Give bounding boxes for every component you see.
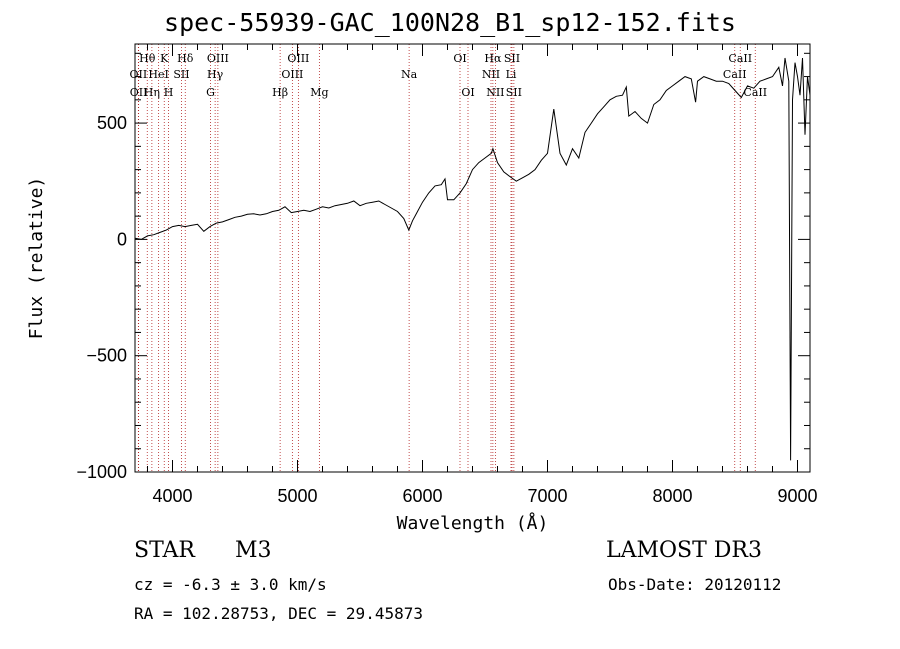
line-label-10: Hγ — [207, 68, 224, 81]
line-label-23: SII — [504, 52, 520, 65]
x-axis: 4000 5000 6000 7000 8000 9000 — [147, 44, 818, 506]
line-label-17: OI — [453, 52, 466, 65]
line-label-12: Hβ — [272, 86, 288, 99]
plot-frame — [134, 43, 811, 473]
object-class: STAR M3 — [134, 538, 272, 563]
line-label-5: K — [160, 52, 169, 65]
line-label-9: G — [206, 86, 215, 99]
line-label-16: Na — [401, 68, 418, 81]
line-label-4: HeI — [148, 68, 168, 81]
line-label-8: Hδ — [177, 52, 194, 65]
line-label-6: H — [164, 86, 174, 99]
line-label-2: OII — [130, 86, 148, 99]
obs-date: Obs-Date: 20120112 — [608, 575, 782, 594]
line-label-15: Mg — [310, 86, 328, 99]
line-label-24: SII — [506, 86, 522, 99]
object-class-label: STAR — [134, 538, 195, 563]
line-label-3: Hη — [144, 86, 160, 99]
line-labels: HθOIIOIIHηHeIKHSIIHδGHγOIIIHβOIIIOIIIMgN… — [130, 52, 768, 99]
x-tick-label-3: 7000 — [527, 486, 567, 506]
line-label-14: OIII — [287, 52, 309, 65]
line-label-13: OIII — [281, 68, 303, 81]
spectrum-line — [134, 57, 811, 461]
x-tick-label-0: 4000 — [152, 486, 192, 506]
y-axis-label: Flux (relative) — [26, 177, 47, 340]
line-label-19: NII — [482, 68, 500, 81]
x-axis-label: Wavelength (Å) — [397, 512, 549, 534]
survey-name: LAMOST DR3 — [606, 538, 762, 563]
line-label-7: SII — [173, 68, 189, 81]
line-label-21: NII — [486, 86, 504, 99]
y-tick-label-2: 0 — [117, 229, 127, 249]
y-axis: −1000 −500 0 500 — [76, 52, 810, 482]
y-tick-label-1: −500 — [86, 346, 127, 366]
x-tick-label-2: 6000 — [402, 486, 442, 506]
object-subclass: M3 — [235, 538, 272, 563]
line-label-26: CaII — [728, 52, 752, 65]
redshift-cz: cz = -6.3 ± 3.0 km/s — [134, 575, 327, 594]
chart-title: spec-55939-GAC_100N28_B1_sp12-152.fits — [164, 8, 736, 37]
line-label-25: CaII — [723, 68, 747, 81]
y-tick-label-0: −1000 — [76, 462, 127, 482]
line-label-1: OII — [130, 68, 148, 81]
x-tick-label-5: 9000 — [777, 486, 817, 506]
x-tick-label-1: 5000 — [277, 486, 317, 506]
line-label-18: OI — [461, 86, 474, 99]
coordinates: RA = 102.28753, DEC = 29.45873 — [134, 604, 423, 623]
line-label-0: Hθ — [139, 52, 156, 65]
x-tick-label-4: 8000 — [652, 486, 692, 506]
line-label-22: Li — [506, 68, 517, 81]
line-label-20: Hα — [484, 52, 502, 65]
y-tick-label-3: 500 — [97, 113, 127, 133]
line-label-27: CaII — [743, 86, 767, 99]
line-markers — [137, 44, 756, 472]
line-label-11: OIII — [207, 52, 229, 65]
